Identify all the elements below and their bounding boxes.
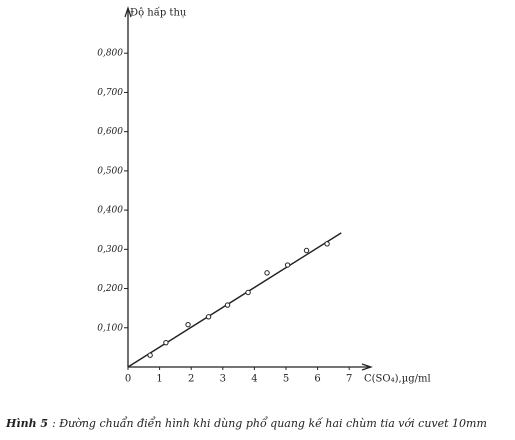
x-tick-label: 4 xyxy=(251,374,257,385)
data-point xyxy=(163,339,169,346)
y-tick-label: 0,100 xyxy=(97,323,123,333)
data-point xyxy=(185,321,191,328)
y-axis-label: Độ hấp thụ xyxy=(130,8,187,19)
data-point xyxy=(224,302,231,308)
fit-line xyxy=(127,232,342,368)
y-tick-label: 0,700 xyxy=(97,88,123,98)
data-point xyxy=(324,241,330,247)
x-tick-label: 0 xyxy=(125,374,131,385)
caption: Hình 5 : Đường chuẩn điển hình khi dùng p… xyxy=(5,417,487,430)
data-point xyxy=(284,262,291,268)
y-tick-label: 0,600 xyxy=(97,127,123,137)
x-axis-arrow xyxy=(361,363,373,371)
caption-text: : Đường chuẩn điển hình khi dùng phổ qua… xyxy=(52,417,487,430)
x-axis-label: C(SO₄),µg/ml xyxy=(364,374,431,385)
data-point xyxy=(245,289,251,296)
y-tick-label: 0,200 xyxy=(97,284,123,294)
y-tick-label: 0,800 xyxy=(97,49,123,59)
x-tick-label: 3 xyxy=(220,374,226,385)
data-point xyxy=(264,270,270,276)
caption-label: Hình 5 xyxy=(5,417,48,430)
y-tick-label: 0,300 xyxy=(97,245,123,255)
data-point xyxy=(205,314,212,320)
data-point xyxy=(147,352,153,358)
y-tick-label: 0,400 xyxy=(97,206,123,216)
y-tick-label: 0,500 xyxy=(97,166,123,176)
data-point xyxy=(303,247,310,254)
y-axis-arrow xyxy=(124,6,132,18)
x-tick-label: 7 xyxy=(346,374,352,385)
x-tick-label: 1 xyxy=(156,374,162,385)
x-tick-label: 2 xyxy=(188,374,194,385)
x-tick-label: 5 xyxy=(283,374,289,385)
x-tick-label: 6 xyxy=(314,374,320,385)
